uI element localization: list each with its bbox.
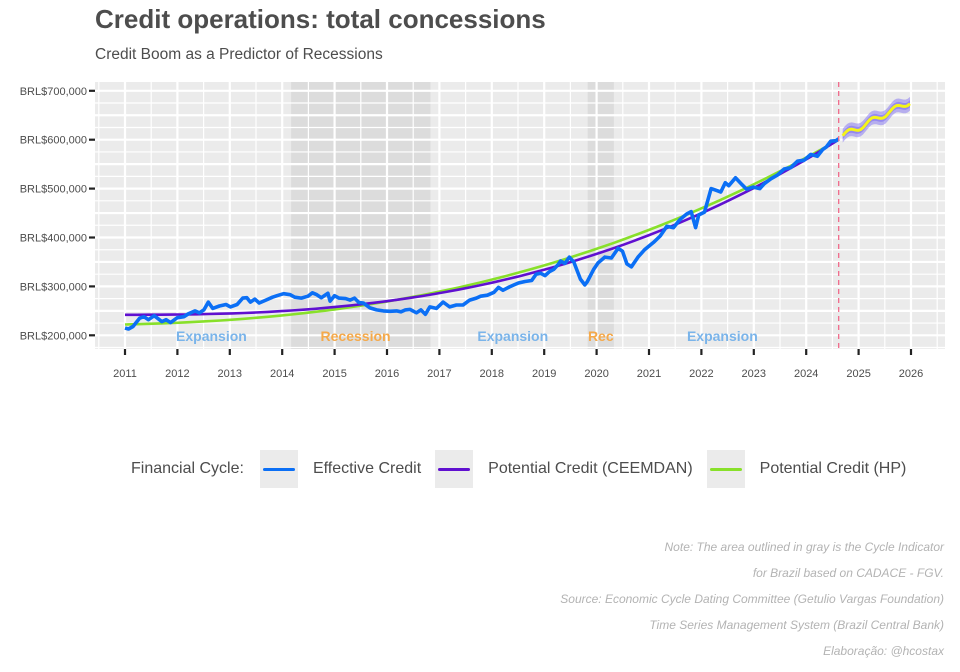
legend-key-hp bbox=[706, 450, 745, 488]
x-tick-label: 2017 bbox=[427, 368, 451, 380]
x-tick-label: 2024 bbox=[794, 368, 818, 380]
x-tick-label: 2018 bbox=[480, 368, 504, 380]
x-tick-label: 2012 bbox=[165, 368, 189, 380]
x-tick-label: 2020 bbox=[584, 368, 608, 380]
y-tick-label: BRL$200,000 bbox=[20, 330, 87, 342]
x-tick-label: 2019 bbox=[532, 368, 556, 380]
x-tick-label: 2026 bbox=[899, 368, 923, 380]
chart-subtitle: Credit Boom as a Predictor of Recessions bbox=[95, 46, 383, 63]
x-tick-label: 2016 bbox=[375, 368, 399, 380]
series-line-ceemdan bbox=[125, 138, 840, 317]
legend-label-hp: Potential Credit (HP) bbox=[759, 460, 907, 477]
grid-lines bbox=[95, 82, 945, 349]
legend-item-hp: Potential Credit (HP) bbox=[706, 450, 907, 488]
source-notes: Note: The area outlined in gray is the C… bbox=[560, 538, 944, 668]
phase-label: Rec bbox=[588, 328, 614, 344]
phase-label: Expansion bbox=[687, 328, 758, 344]
x-tick-label: 2014 bbox=[270, 368, 294, 380]
plot-panel bbox=[95, 82, 945, 349]
y-tick-label: BRL$700,000 bbox=[20, 86, 87, 98]
x-tick-label: 2025 bbox=[846, 368, 870, 380]
y-tick-label: BRL$600,000 bbox=[20, 135, 87, 147]
x-tick-label: 2015 bbox=[322, 368, 346, 380]
note-line: for Brazil based on CADACE - FGV. bbox=[752, 566, 944, 580]
phase-label: Expansion bbox=[176, 328, 247, 344]
note-line: Source: Economic Cycle Dating Committee … bbox=[560, 592, 944, 606]
x-tick-label: 2011 bbox=[113, 368, 137, 380]
legend-item-ceemdan: Potential Credit (CEEMDAN) bbox=[435, 450, 693, 488]
x-tick-label: 2021 bbox=[637, 368, 661, 380]
y-tick-label: BRL$500,000 bbox=[20, 184, 87, 196]
y-tick-label: BRL$300,000 bbox=[20, 281, 87, 293]
forecast-line bbox=[841, 102, 911, 137]
legend-key-ceemdan bbox=[435, 450, 474, 488]
note-line: Time Series Management System (Brazil Ce… bbox=[649, 618, 944, 632]
legend-item-effective-credit: Effective Credit bbox=[259, 450, 422, 488]
legend-key-effective-credit bbox=[259, 450, 298, 488]
note-line: Note: The area outlined in gray is the C… bbox=[664, 540, 944, 554]
phase-label: Recession bbox=[321, 328, 391, 344]
phase-label: Expansion bbox=[477, 328, 548, 344]
x-tick-label: 2013 bbox=[218, 368, 242, 380]
credit-chart: Expansion Recession Expansion Rec Expansion B… bbox=[20, 82, 945, 380]
x-tick-label: 2022 bbox=[689, 368, 713, 380]
chart-legend: Financial Cycle: Effective Credit Potent… bbox=[131, 450, 920, 488]
legend-label-effective-credit: Effective Credit bbox=[312, 460, 422, 477]
series-line-hp bbox=[124, 138, 840, 326]
chart-title: Credit operations: total concessions bbox=[95, 4, 546, 34]
recession-band bbox=[587, 82, 614, 349]
legend-title: Financial Cycle: bbox=[131, 460, 244, 477]
x-tick-label: 2023 bbox=[742, 368, 766, 380]
y-tick-label: BRL$400,000 bbox=[20, 233, 87, 245]
series-line-effective-credit bbox=[124, 137, 840, 331]
note-line: Elaboração: @hcostax bbox=[823, 644, 944, 658]
legend-label-ceemdan: Potential Credit (CEEMDAN) bbox=[488, 460, 693, 477]
